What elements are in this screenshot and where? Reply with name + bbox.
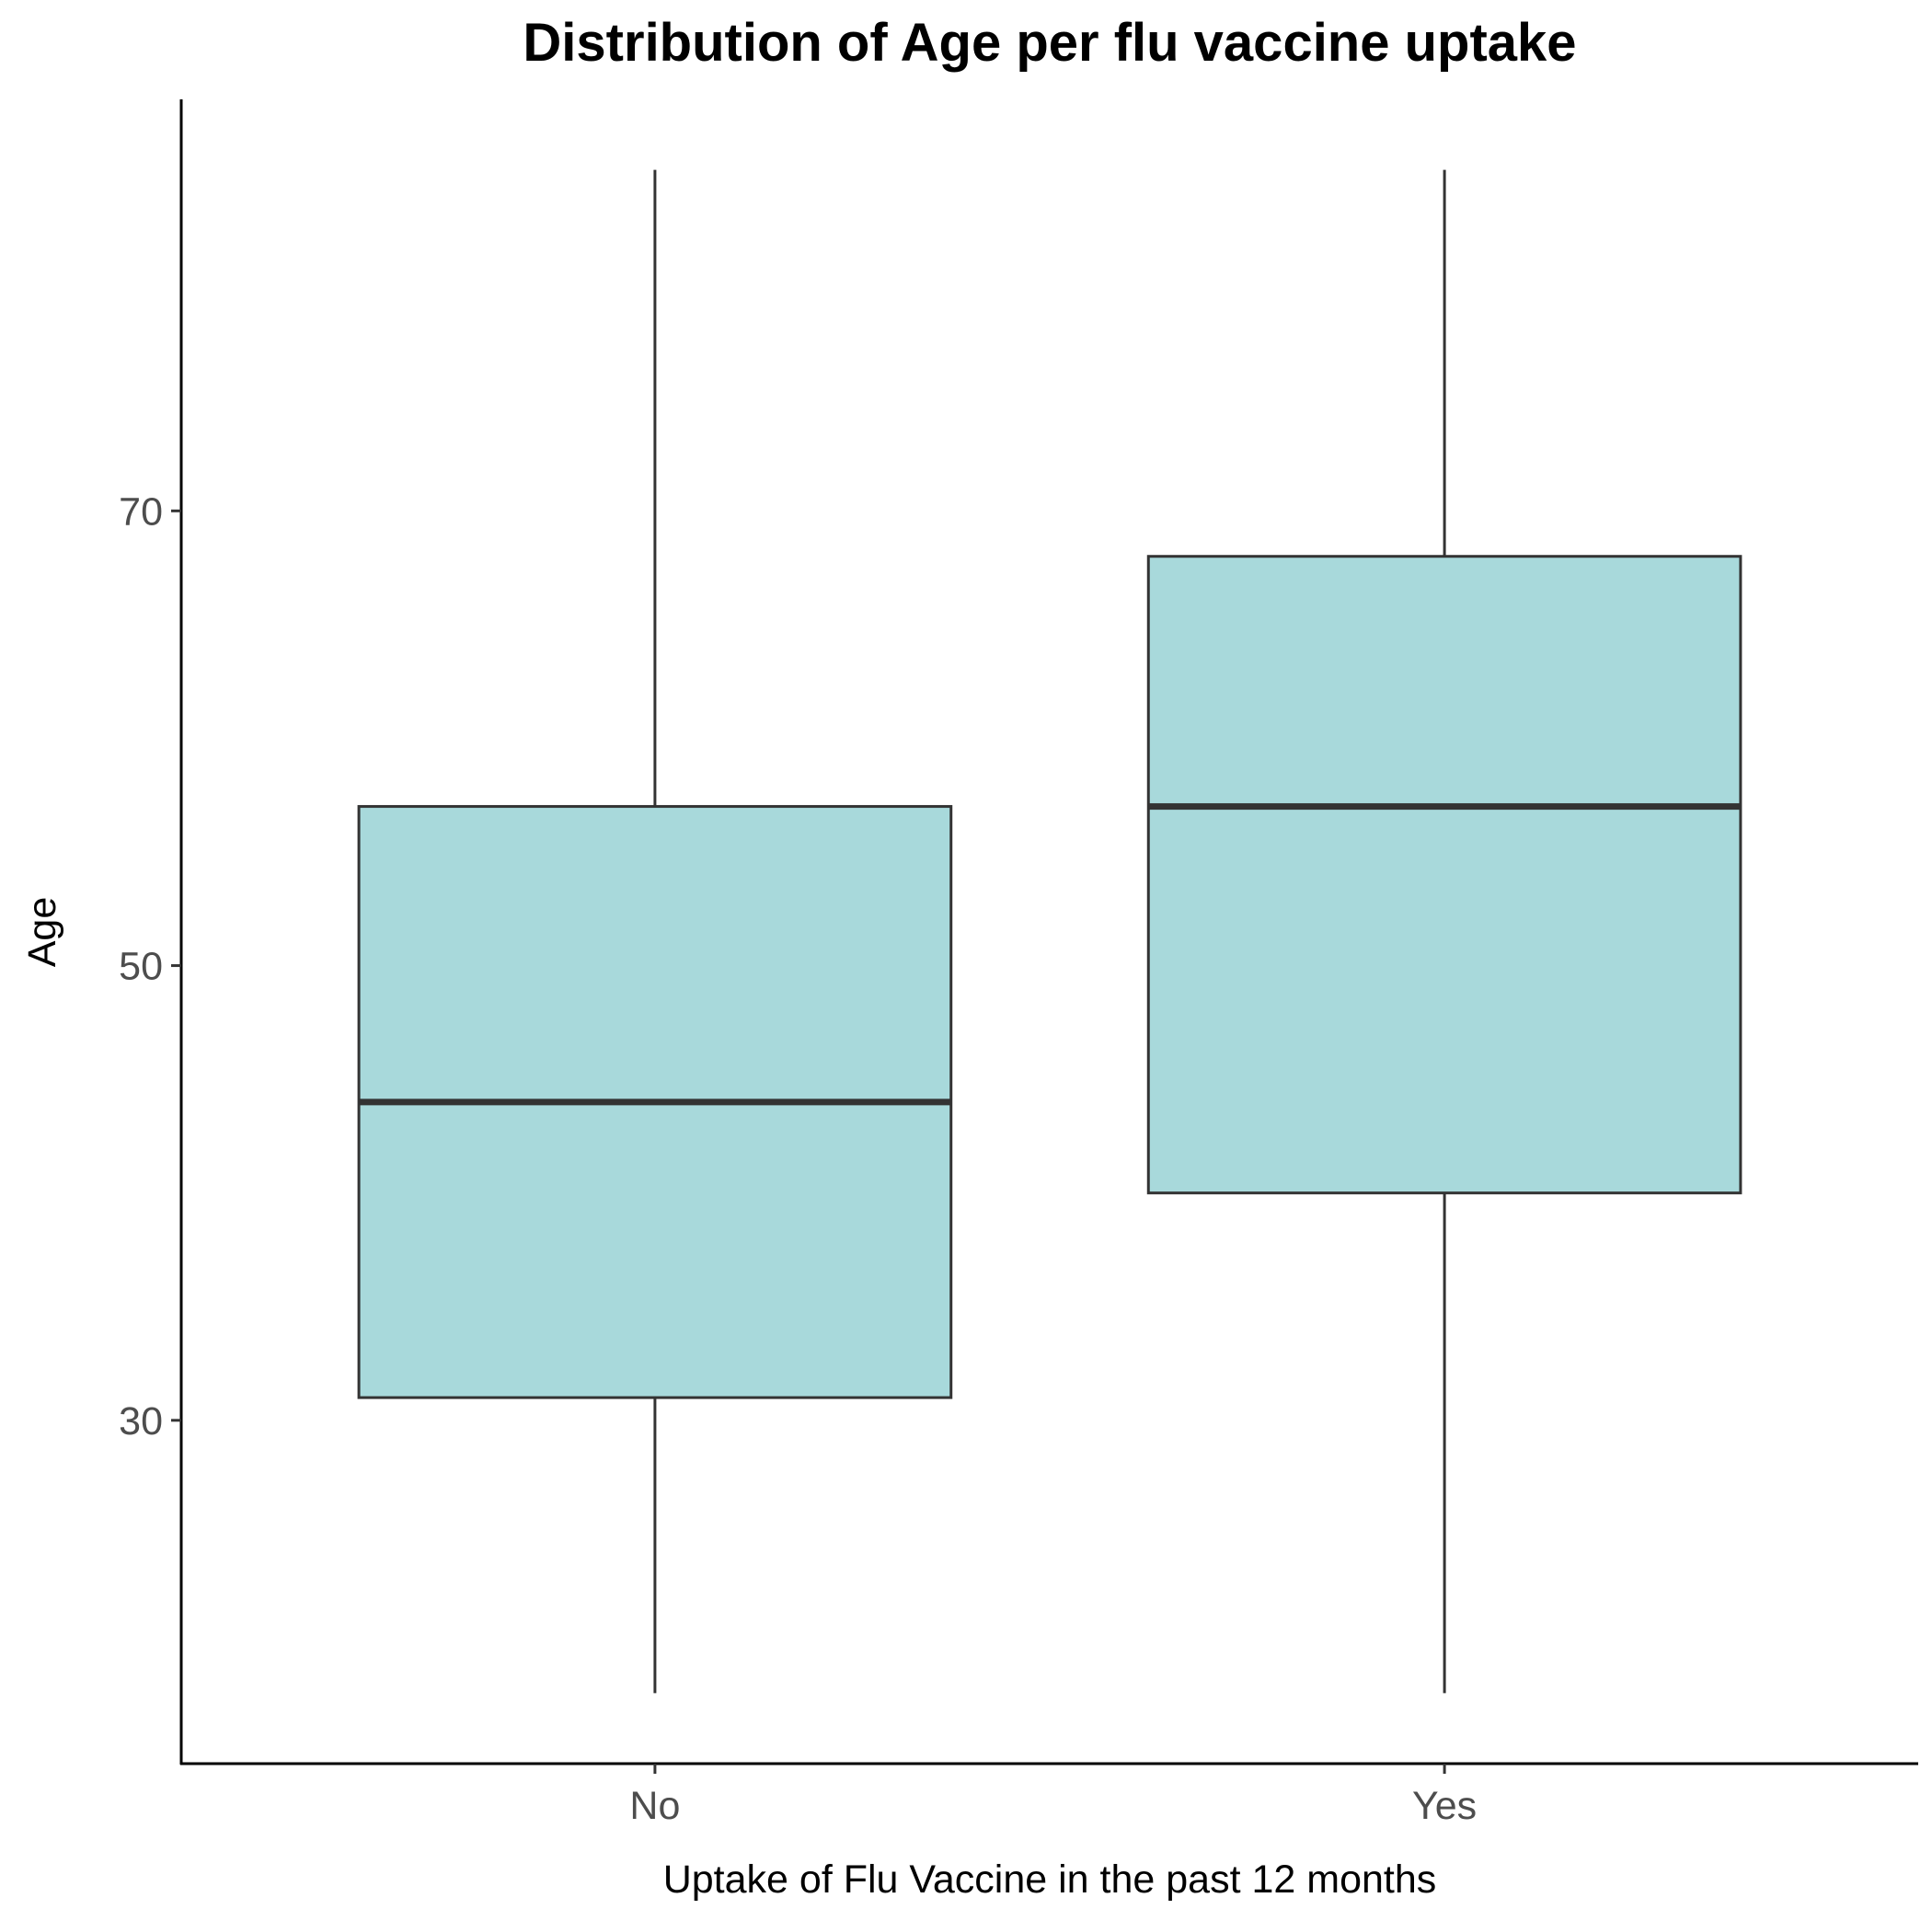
y-tick-label-30: 30 <box>119 1399 163 1443</box>
x-tick-label-no: No <box>629 1784 680 1828</box>
y-axis-ticks: 30 50 70 <box>119 489 181 1443</box>
y-axis-title: Age <box>20 897 64 968</box>
y-tick-label-70: 70 <box>119 489 163 534</box>
box-yes <box>1146 555 1742 1195</box>
x-axis-title: Uptake of Flu Vaccine in the past 12 mon… <box>663 1857 1437 1902</box>
chart-title: Distribution of Age per flu vaccine upta… <box>523 13 1576 73</box>
box-group-no <box>357 169 953 1694</box>
x-axis-ticks: No Yes <box>629 1764 1477 1828</box>
plot-area <box>357 169 1742 1694</box>
y-tick-label-50: 50 <box>119 945 163 989</box>
x-tick-label-yes: Yes <box>1412 1784 1477 1828</box>
box-group-yes <box>1146 169 1742 1694</box>
